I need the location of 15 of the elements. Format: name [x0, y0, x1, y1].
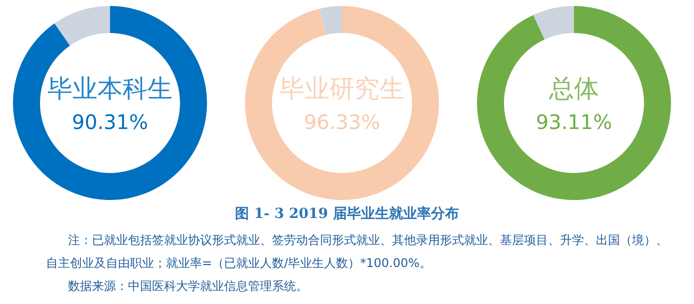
donut-slice — [13, 6, 207, 200]
data-label: 90.31% — [72, 110, 148, 134]
donut-slice — [320, 6, 342, 35]
donut-slice — [533, 6, 574, 40]
donut-slice — [477, 6, 671, 200]
text: 毕业研究生 — [280, 74, 404, 103]
text: 总体 — [548, 74, 599, 103]
donut-slice — [245, 6, 439, 200]
source-note: 数据来源：中国医科大学就业信息管理系统。 — [68, 279, 308, 293]
text: 图 1- 3 2019 届毕业生就业率分布 — [235, 205, 459, 222]
text: 毕业本科生 — [48, 74, 172, 103]
data-label: 96.33% — [304, 110, 380, 134]
data-label: 93.11% — [536, 110, 612, 134]
donut-slice — [54, 6, 110, 46]
text: 注：已就业包括签就业协议形式就业、签劳动合同形式就业、其他录用形式就业、基层项目、升学、出国（境）、自主创业及自由职业；就业率=（已就业人数/毕业生人数）*100.00%。 — [46, 233, 668, 270]
